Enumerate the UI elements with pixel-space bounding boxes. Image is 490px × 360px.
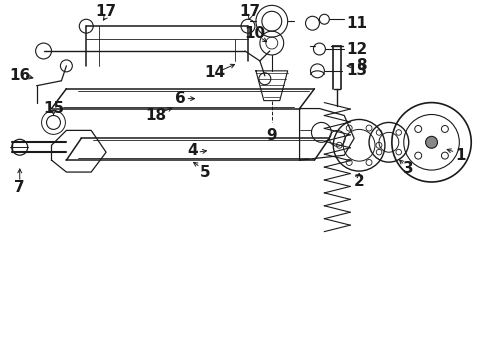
Text: 4: 4 — [187, 143, 198, 158]
Text: 7: 7 — [14, 180, 25, 195]
Circle shape — [426, 136, 438, 148]
Text: 2: 2 — [354, 175, 365, 189]
Text: 17: 17 — [96, 4, 117, 19]
Text: 17: 17 — [240, 4, 261, 19]
Text: 6: 6 — [175, 91, 186, 106]
Text: 3: 3 — [403, 161, 414, 176]
Text: 13: 13 — [346, 63, 368, 78]
Text: 9: 9 — [267, 128, 277, 143]
Text: 1: 1 — [455, 148, 466, 163]
Text: 12: 12 — [346, 41, 368, 57]
Text: 8: 8 — [356, 58, 367, 73]
Text: 18: 18 — [145, 108, 166, 123]
Text: 15: 15 — [43, 101, 64, 116]
Text: 16: 16 — [9, 68, 30, 83]
Text: 5: 5 — [200, 165, 211, 180]
Text: 10: 10 — [245, 26, 266, 41]
Text: 11: 11 — [346, 16, 368, 31]
Text: 14: 14 — [205, 65, 226, 80]
